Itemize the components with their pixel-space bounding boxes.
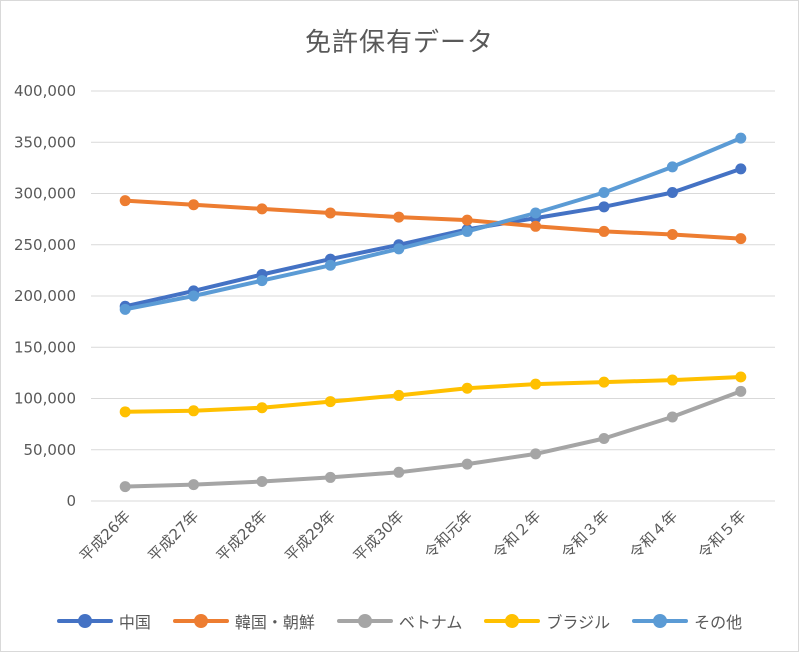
series-line <box>123 375 743 414</box>
legend-swatch <box>172 613 229 629</box>
data-point <box>530 220 542 232</box>
legend-swatch <box>484 613 541 629</box>
legend-item: その他 <box>632 609 742 633</box>
data-point <box>461 458 473 470</box>
data-point <box>735 385 747 397</box>
data-point <box>393 389 405 401</box>
data-point <box>735 371 747 383</box>
x-tick-label: 令和５年 <box>694 507 749 562</box>
data-point <box>188 199 200 211</box>
y-tick-label: 150,000 <box>14 338 76 356</box>
data-point <box>324 259 336 271</box>
y-tick-label: 100,000 <box>14 390 76 408</box>
legend-label: ベトナム <box>398 613 463 632</box>
x-tick-label: 令和４年 <box>626 507 681 562</box>
data-point <box>461 214 473 226</box>
legend-item: ブラジル <box>484 609 610 633</box>
data-point <box>393 466 405 478</box>
data-point <box>461 382 473 394</box>
data-point <box>530 448 542 460</box>
data-point <box>324 207 336 219</box>
x-tick-label: 平成29年 <box>281 507 339 565</box>
legend: 中国 韓国・朝鮮 ベトナム ブラジル その他 <box>0 608 799 634</box>
y-tick-label: 250,000 <box>14 236 76 254</box>
series-line <box>123 198 743 241</box>
data-point <box>598 225 610 237</box>
series-line <box>123 136 743 312</box>
legend-swatch <box>336 613 393 629</box>
chart-title: 免許保有データ <box>304 28 494 58</box>
data-point <box>188 405 200 417</box>
legend-swatch <box>632 613 689 629</box>
x-tick-label: 令和２年 <box>489 507 544 562</box>
data-point <box>393 211 405 223</box>
x-tick-label: 平成27年 <box>144 507 202 565</box>
data-point <box>598 201 610 213</box>
y-tick-label: 350,000 <box>14 133 76 151</box>
legend-item: 韓国・朝鮮 <box>172 609 315 633</box>
data-point <box>666 186 678 198</box>
data-point <box>666 229 678 240</box>
x-tick-label: 平成28年 <box>213 507 271 565</box>
data-point <box>735 163 747 175</box>
data-point <box>256 402 268 414</box>
y-tick-label: 400,000 <box>14 82 76 100</box>
legend-item: 中国 <box>56 609 151 633</box>
legend-label: その他 <box>694 613 743 632</box>
plot-area: 0 50,000 100,000 150,000 200,000 250,000 300,0… <box>14 82 775 565</box>
x-tick-label: 平成26年 <box>76 507 134 565</box>
x-tick-label: 平成30年 <box>350 507 408 565</box>
data-point <box>598 376 610 388</box>
data-point <box>735 132 747 144</box>
data-point <box>393 243 405 255</box>
data-point <box>256 203 268 215</box>
y-tick-label: 300,000 <box>14 185 76 203</box>
data-point <box>119 303 131 315</box>
x-tick-label: 令和元年 <box>421 507 476 562</box>
data-point <box>666 374 678 386</box>
data-point <box>324 396 336 408</box>
y-tick-label: 200,000 <box>14 287 76 305</box>
legend-item: ベトナム <box>336 609 463 633</box>
legend-label: ブラジル <box>546 613 611 632</box>
y-tick-label: 0 <box>66 492 76 510</box>
series-line <box>123 389 743 489</box>
legend-label: 韓国・朝鮮 <box>234 613 315 632</box>
data-point <box>530 207 542 219</box>
data-point <box>598 432 610 444</box>
data-point <box>598 186 610 198</box>
data-point <box>256 476 268 488</box>
data-point <box>735 233 747 245</box>
data-point <box>666 411 678 423</box>
y-tick-label: 50,000 <box>24 441 77 459</box>
data-point <box>461 225 473 237</box>
x-tick-label: 令和３年 <box>558 507 613 562</box>
data-point <box>188 290 200 302</box>
data-point <box>256 275 268 287</box>
data-point <box>119 406 131 418</box>
data-point <box>324 471 336 483</box>
series-line <box>123 166 743 309</box>
legend-label: 中国 <box>118 613 151 632</box>
data-point <box>530 378 542 390</box>
data-point <box>119 195 131 207</box>
data-point <box>666 161 678 173</box>
legend-swatch <box>56 613 113 629</box>
data-point <box>119 481 131 493</box>
data-point <box>188 479 200 491</box>
